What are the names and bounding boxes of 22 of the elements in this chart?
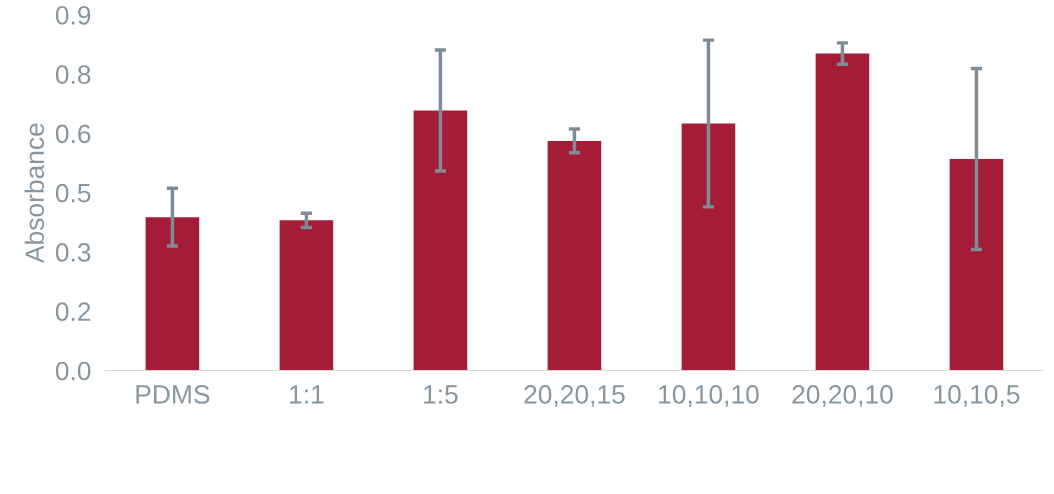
bar (279, 220, 334, 371)
y-tick-label: 0.3 (55, 243, 91, 262)
x-tick-label: 20,20,10 (792, 385, 893, 407)
y-tick-label: 0.9 (55, 5, 91, 25)
bar (949, 159, 1004, 371)
bar (681, 123, 736, 371)
y-tick-label: 0.0 (55, 361, 91, 381)
x-tick-label: 20,20,15 (524, 385, 625, 407)
bar (145, 217, 200, 371)
x-tick-label: 1:5 (424, 385, 458, 404)
y-tick-label: 0.5 (55, 183, 91, 203)
x-tick-label: 1:1 (290, 385, 324, 404)
y-tick-label: 0.6 (55, 124, 91, 144)
x-tick-label: 10,10,10 (659, 385, 759, 407)
bar (413, 110, 468, 371)
y-tick-label: 0.8 (55, 65, 91, 84)
y-axis-title: Absorbance (24, 123, 45, 264)
y-tick-label: 0.2 (55, 302, 91, 322)
x-tick-label: 10,10,5 (934, 385, 1020, 407)
bar (815, 53, 870, 371)
x-tick-label: PDMS (136, 385, 210, 404)
bar (547, 140, 602, 371)
